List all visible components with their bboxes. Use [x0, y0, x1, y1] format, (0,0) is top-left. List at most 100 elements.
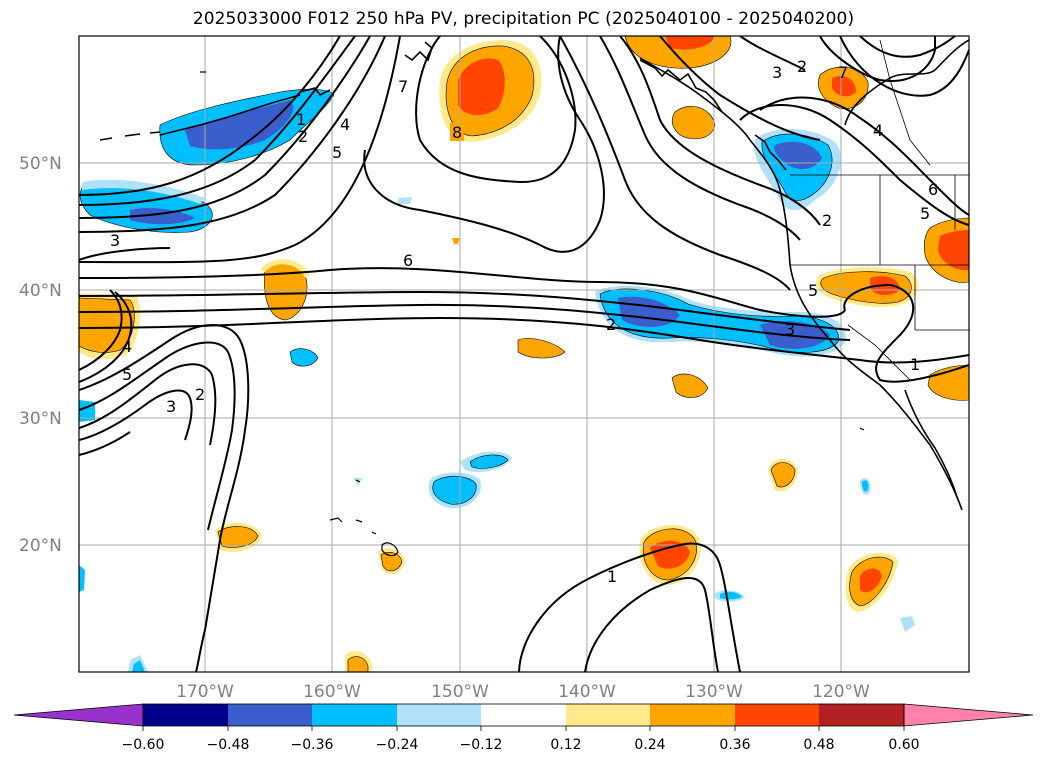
colorbar: −0.60 −0.48 −0.36 −0.24 −0.12 0.12 0.24 … — [13, 703, 1034, 753]
colorbar-segment — [312, 704, 397, 726]
contour-label: 2 — [195, 385, 205, 404]
contour-label: 2 — [606, 315, 616, 334]
contour-label: 6 — [928, 180, 938, 199]
contour-label: 2 — [797, 57, 807, 76]
latitude-labels: 50°N 40°N 30°N 20°N — [19, 154, 62, 556]
pv-contour — [79, 267, 846, 318]
pv-contour — [619, 36, 821, 226]
pv-contour — [79, 431, 131, 456]
contour-label: 2 — [822, 211, 832, 230]
colorbar-tick-label: 0.24 — [634, 737, 665, 753]
colorbar-segment — [819, 704, 904, 726]
contour-label: 4 — [873, 121, 883, 140]
colorbar-tick-label: −0.12 — [460, 737, 503, 753]
colorbar-tick-label: −0.60 — [122, 737, 165, 753]
colorbar-segment — [566, 704, 650, 726]
pv-contour — [79, 389, 193, 441]
contour-labels: 8 6 7 4 5 2 1 3 4 5 3 2 2 3 5 1 2 5 6 4 … — [110, 57, 938, 586]
pv-contour — [759, 96, 969, 216]
neg-anomaly-aleutians-core — [185, 100, 294, 150]
pv-contour — [559, 36, 791, 291]
contour-label: 7 — [398, 77, 408, 96]
pv-contour — [79, 303, 851, 341]
colorbar-frame — [142, 703, 905, 727]
colorbar-segment — [481, 704, 566, 726]
pv-contour — [415, 36, 577, 184]
pv-contour — [843, 283, 969, 383]
lon-label-170w: 170°W — [176, 682, 234, 702]
colorbar-extend-high — [903, 703, 1034, 727]
contour-label: 3 — [785, 320, 795, 339]
lat-label-50n: 50°N — [19, 154, 62, 174]
pv-contour — [819, 36, 936, 82]
colorbar-extend-low — [13, 703, 144, 727]
pv-contour — [859, 36, 956, 58]
contour-label: 5 — [122, 365, 132, 384]
lat-label-40n: 40°N — [19, 281, 62, 301]
pv-contour — [79, 316, 969, 364]
contour-label: 4 — [122, 337, 132, 356]
lon-label-150w: 150°W — [431, 682, 489, 702]
contour-label: 4 — [340, 115, 350, 134]
contour-label: 7 — [838, 63, 848, 82]
contour-label: 5 — [920, 204, 930, 223]
contour-label: 1 — [296, 110, 306, 129]
map-frame — [78, 35, 970, 673]
pv-contour — [79, 36, 401, 264]
pv-contour — [739, 104, 969, 226]
contour-label: 3 — [110, 231, 120, 250]
colorbar-tick-label: 0.36 — [719, 737, 750, 753]
pv-contour — [659, 36, 821, 141]
contour-label: 8 — [452, 123, 462, 142]
longitude-labels: 170°W 160°W 150°W 140°W 130°W 120°W — [176, 682, 870, 702]
pv-contour — [79, 36, 341, 196]
figure-title: 2025033000 F012 250 hPa PV, precipitatio… — [192, 9, 855, 29]
pv-contour — [79, 36, 356, 206]
pv-contour — [79, 324, 250, 672]
pv-contour — [79, 36, 371, 219]
pv-contour — [79, 341, 236, 531]
graticule — [79, 36, 969, 672]
pv-contour — [79, 289, 123, 371]
lat-label-20n: 20°N — [19, 536, 62, 556]
contour-label: 1 — [607, 567, 617, 586]
neg-anomaly-west-core — [130, 207, 195, 225]
contour-label: 2 — [298, 127, 308, 146]
pv-contour — [599, 36, 801, 241]
pv-contour — [739, 36, 806, 71]
contour-label: 3 — [166, 397, 176, 416]
contour-label: 6 — [403, 251, 413, 270]
colorbar-tick-label: 0.60 — [888, 737, 919, 753]
lon-label-130w: 130°W — [685, 682, 743, 702]
colorbar-segment — [735, 704, 819, 726]
pv-contour — [518, 542, 741, 672]
contour-label: 5 — [808, 281, 818, 300]
colorbar-segment — [228, 704, 312, 726]
colorbar-tick-label: 0.12 — [550, 737, 581, 753]
precip-shading — [79, 36, 969, 672]
pv-contour — [79, 36, 386, 233]
colorbar-segment — [143, 704, 228, 726]
pv-contour — [79, 363, 217, 446]
pv-contour — [79, 247, 171, 261]
colorbar-segment — [650, 704, 735, 726]
lat-label-30n: 30°N — [19, 409, 62, 429]
pv-contour — [79, 291, 133, 383]
lon-label-120w: 120°W — [812, 682, 870, 702]
lon-label-160w: 160°W — [303, 682, 361, 702]
islands — [200, 71, 865, 557]
colorbar-tick-label: −0.24 — [376, 737, 419, 753]
pv-contour — [584, 576, 719, 672]
pv-contour — [79, 290, 851, 331]
contour-label: 3 — [772, 63, 782, 82]
pv-contour — [363, 36, 605, 253]
borders — [790, 39, 969, 381]
lon-label-140w: 140°W — [558, 682, 616, 702]
colorbar-tick-label: −0.48 — [207, 737, 250, 753]
contour-label: 5 — [332, 143, 342, 162]
pv-contours — [79, 36, 969, 672]
colorbar-tick-label: −0.36 — [291, 737, 334, 753]
contour-label: 1 — [910, 355, 920, 374]
colorbar-tick-label: 0.48 — [803, 737, 834, 753]
